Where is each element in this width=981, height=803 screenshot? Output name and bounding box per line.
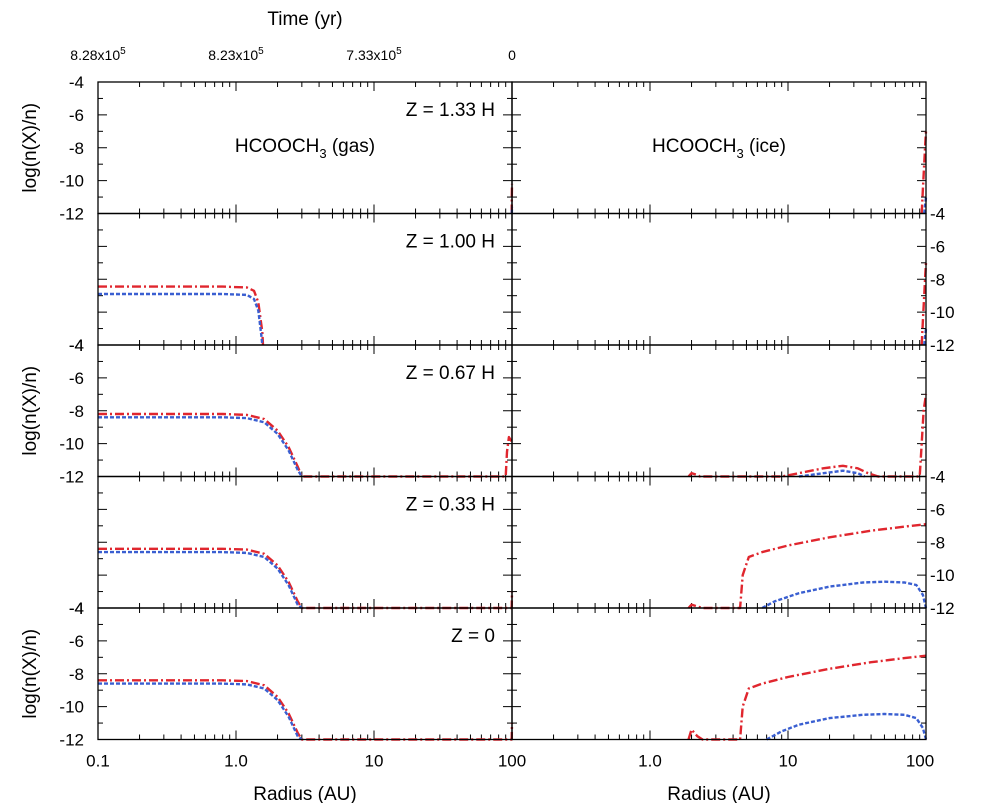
x-tick-label: 1.0: [224, 752, 248, 771]
y-tick-label: -10: [59, 435, 84, 454]
series-red-line: [98, 679, 514, 741]
series-blue-line: [798, 469, 866, 478]
x-tick-label: 1.0: [638, 752, 662, 771]
series-red-line: [98, 412, 514, 478]
y-tick-label: -12: [59, 731, 84, 750]
panel-frame: [511, 475, 927, 609]
x-axis-title: Radius (AU): [253, 784, 356, 803]
y-tick-label: -4: [69, 73, 84, 92]
z-label: Z = 1.33 H: [406, 100, 495, 121]
panel-frame: [511, 344, 927, 478]
x-axis-title: Radius (AU): [667, 784, 770, 803]
panel-4-ice: [511, 475, 928, 610]
x-tick-label: 100: [906, 752, 934, 771]
series-blue-line: [98, 550, 303, 609]
top-tick-label: 8.28x105: [70, 46, 126, 63]
y-tick-label: -8: [69, 402, 84, 421]
x-tick-label: 10: [779, 752, 798, 771]
top-tick-label: 8.23x105: [208, 46, 264, 63]
column-title: HCOOCH3 (ice): [652, 136, 786, 161]
panel-2-ice: [511, 212, 928, 346]
x-tick-label: 100: [498, 752, 526, 771]
y-tick-label: -8: [69, 139, 84, 158]
y-tick-label: -6: [69, 632, 84, 651]
top-tick-label: 0: [508, 47, 516, 63]
y-tick-label: -6: [69, 106, 84, 125]
y-tick-label: -12: [59, 205, 84, 224]
y-axis-title: log(n(X)/n): [20, 103, 41, 193]
y-tick-label: -6: [930, 237, 945, 256]
column-title: HCOOCH3 (gas): [235, 136, 375, 161]
y-axis-title: log(n(X)/n): [20, 366, 41, 456]
top-tick-label: 7.33x105: [346, 46, 402, 63]
y-tick-label: -10: [59, 698, 84, 717]
series-red-line: [98, 547, 514, 610]
y-tick-label: -4: [69, 599, 84, 618]
z-label: Z = 0: [451, 626, 495, 647]
y-tick-label: -12: [59, 468, 84, 487]
y-tick-label: -4: [69, 336, 84, 355]
panel-frame: [511, 212, 927, 346]
series-blue-line: [761, 580, 928, 610]
y-tick-label: -10: [930, 566, 955, 585]
z-label: Z = 1.00 H: [406, 232, 495, 253]
y-tick-label: -10: [59, 172, 84, 191]
series-red-line: [687, 523, 927, 610]
panel-3-ice: [511, 344, 928, 478]
y-tick-label: -10: [930, 303, 955, 322]
series-red-line: [98, 285, 265, 346]
y-tick-label: -4: [69, 336, 84, 355]
panel-5-ice: [511, 607, 928, 741]
y-tick-label: -8: [930, 533, 945, 552]
series-blue-line: [766, 712, 928, 741]
y-tick-label: -4: [69, 599, 84, 618]
panel-2-gas: [97, 212, 513, 346]
y-tick-label: -8: [69, 665, 84, 684]
y-tick-label: -6: [930, 500, 945, 519]
x-tick-label: 0.1: [86, 752, 110, 771]
z-label: Z = 0.33 H: [406, 495, 495, 516]
y-tick-label: -12: [930, 599, 955, 618]
panel-frame: [511, 607, 927, 741]
panel-frame: [97, 607, 513, 741]
y-axis-title: log(n(X)/n): [20, 629, 41, 719]
y-tick-label: -12: [930, 336, 955, 355]
y-tick-label: -4: [930, 205, 945, 224]
series-red-line: [687, 654, 927, 741]
series-red-line: [687, 394, 928, 478]
top-axis-title: Time (yr): [267, 9, 342, 30]
series-blue-line: [98, 682, 303, 741]
series-blue-line: [98, 416, 303, 478]
y-tick-label: -4: [930, 468, 945, 487]
z-label: Z = 0.67 H: [406, 363, 495, 384]
y-tick-label: -8: [930, 270, 945, 289]
series-blue-line: [98, 292, 264, 346]
panel-5-gas: [97, 607, 514, 741]
y-tick-label: -6: [69, 369, 84, 388]
x-tick-label: 10: [365, 752, 384, 771]
